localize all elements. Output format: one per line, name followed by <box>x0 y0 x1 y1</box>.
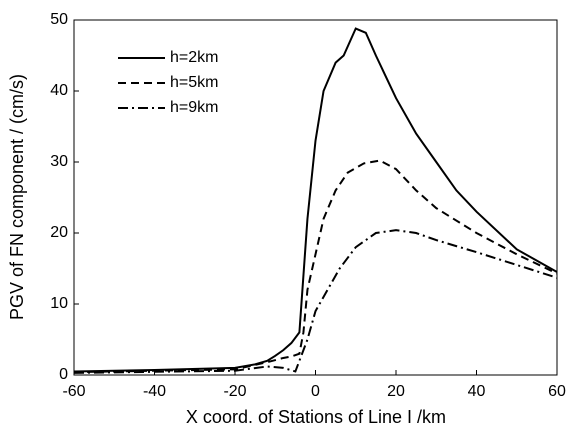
y-tick-label: 10 <box>50 295 68 312</box>
x-tick-label: 20 <box>387 383 405 400</box>
y-tick-label: 40 <box>50 82 68 99</box>
x-tick-label: 60 <box>548 383 566 400</box>
legend-label: h=2km <box>170 49 218 66</box>
x-axis-label: X coord. of Stations of Line I /km <box>186 407 446 427</box>
y-tick-label: 30 <box>50 153 68 170</box>
series-line <box>73 229 558 374</box>
y-tick-label: 20 <box>50 224 68 241</box>
x-tick-label: -20 <box>223 383 246 400</box>
series-line <box>73 27 558 373</box>
x-tick-label: 0 <box>311 383 320 400</box>
plot-frame <box>73 19 558 376</box>
x-tick-label: -40 <box>143 383 166 400</box>
y-axis-label: PGV of FN component / (cm/s) <box>7 74 27 320</box>
legend-label: h=9km <box>170 99 218 116</box>
y-tick-label: 0 <box>59 366 68 383</box>
series-line <box>73 159 558 374</box>
y-tick-label: 50 <box>50 11 68 28</box>
legend-label: h=5km <box>170 74 218 91</box>
x-tick-label: 40 <box>468 383 486 400</box>
x-tick-label: -60 <box>62 383 85 400</box>
